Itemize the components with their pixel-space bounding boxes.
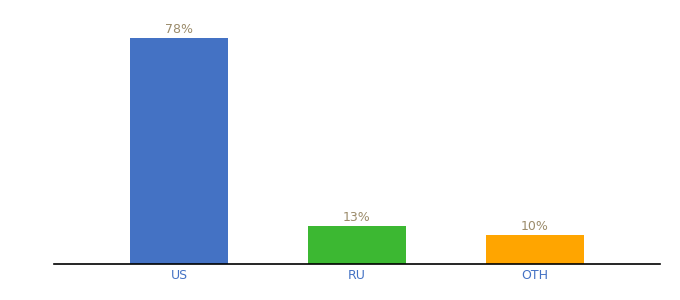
Text: 13%: 13%: [343, 211, 371, 224]
Bar: [308, 226, 406, 264]
Text: 10%: 10%: [521, 220, 549, 233]
Text: 78%: 78%: [165, 23, 193, 36]
Bar: [486, 235, 584, 264]
Bar: [130, 38, 228, 264]
